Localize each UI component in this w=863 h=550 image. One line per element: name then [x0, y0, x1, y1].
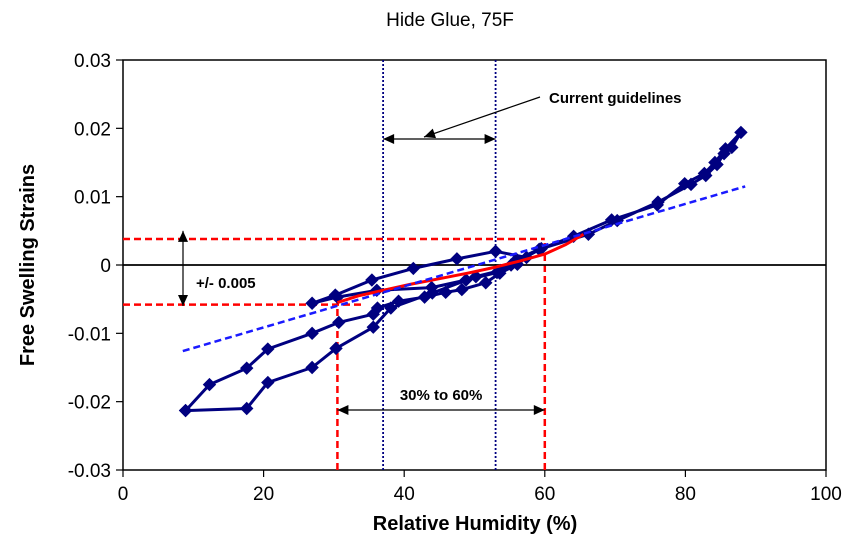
rh-range-arrow-right-head	[533, 405, 545, 415]
chart-title: Hide Glue, 75F	[386, 10, 514, 31]
x-tick-label-3: 60	[534, 484, 555, 505]
y-tick-label-2: 0.01	[74, 188, 111, 209]
series-0-point-12	[479, 276, 493, 290]
series-0-point-38	[718, 142, 733, 156]
y-tick-label-3: 0	[100, 256, 111, 277]
series-0-point-18	[406, 261, 421, 276]
guidelines-arrow-left-head	[383, 134, 395, 144]
y-tick-label-1: 0.02	[74, 119, 111, 140]
series-0-point-7	[370, 301, 385, 315]
series-line-2	[182, 185, 746, 353]
series-0-point-2	[240, 361, 254, 375]
x-tick-label-2: 40	[394, 484, 415, 505]
x-tick-label-0: 0	[118, 484, 129, 505]
annotation-rh-range: 30% to 60%	[400, 387, 483, 404]
y-tick-label-4: -0.01	[68, 324, 111, 345]
series-0-point-10	[438, 285, 453, 300]
series-0-point-21	[305, 296, 319, 310]
series-0-point-16	[488, 244, 503, 259]
series-0-point-3	[261, 342, 275, 356]
series-0-point-51	[366, 320, 380, 334]
x-tick-label-5: 100	[810, 484, 842, 505]
series-line-0	[184, 130, 743, 413]
series-0-point-56	[178, 403, 193, 418]
guidelines-pointer-head	[424, 128, 437, 139]
series-0-point-11	[455, 282, 469, 297]
series-0-point-39	[708, 155, 722, 170]
x-tick-label-4: 80	[675, 484, 696, 505]
series-0-point-49	[425, 286, 440, 300]
strain-band-arrow-top-head	[178, 230, 188, 242]
rh-range-arrow-left-head	[337, 405, 349, 415]
guidelines-pointer-line	[423, 96, 541, 138]
y-axis-label: Free Swelling Strains	[17, 164, 39, 366]
series-0-point-19	[365, 273, 379, 287]
guidelines-arrow-right-head	[484, 134, 496, 144]
annotation-strain-band: +/- 0.005	[196, 275, 256, 292]
series-0-point-55	[240, 401, 254, 416]
series-0-point-4	[305, 326, 319, 341]
series-0-point-53	[305, 360, 319, 375]
series-0-point-40	[697, 166, 712, 181]
annotation-current-guidelines: Current guidelines	[549, 90, 682, 107]
y-tick-label-0: 0.03	[74, 51, 111, 72]
series-0-point-48	[469, 269, 483, 284]
series-0-point-54	[261, 375, 275, 390]
series-0-point-5	[332, 315, 346, 330]
series-0-point-1	[202, 377, 217, 392]
plot-area: 0 20 40 60 80 100 0.03 0.02 0.01 0 -0.01 -0.02 -0.03…	[68, 51, 842, 505]
y-tick-label-6: -0.03	[68, 461, 111, 482]
series-0-point-42	[650, 198, 664, 212]
series-0-point-41	[677, 176, 692, 191]
y-tick-label-5: -0.02	[68, 393, 111, 414]
strain-band-arrow-bottom-head	[178, 295, 188, 306]
x-axis-label: Relative Humidity (%)	[373, 513, 577, 535]
series-0-point-50	[384, 301, 398, 315]
x-tick-label-1: 20	[253, 484, 274, 505]
series-0-point-52	[329, 341, 343, 356]
series-0-point-37	[734, 125, 748, 140]
series-0-point-25	[459, 273, 473, 287]
series-line-1	[336, 233, 585, 305]
series-0-point-17	[450, 252, 464, 266]
series-0-point-8	[391, 294, 406, 308]
